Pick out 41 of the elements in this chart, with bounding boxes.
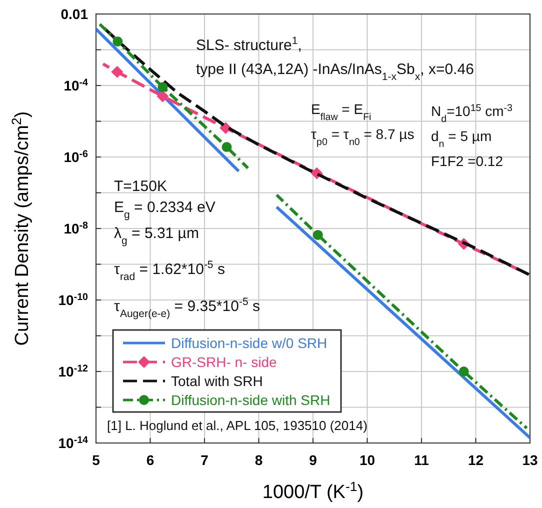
annotation: τ$_{rad}$ = 1.62*10$^{-5}$ s bbox=[114, 259, 225, 283]
point bbox=[156, 90, 169, 102]
y-tick-label: 0.01 bbox=[60, 6, 88, 22]
legend-label: GR-SRH- n- side bbox=[171, 354, 278, 370]
y-tick-label: 10$^{-4}$ bbox=[64, 77, 89, 94]
annotation: λ$_{g}$ = 5.31 µm bbox=[114, 225, 199, 247]
y-tick-label: 10$^{-14}$ bbox=[58, 434, 89, 451]
point bbox=[111, 66, 124, 78]
point bbox=[222, 142, 232, 152]
y-tick-label: 10$^{-6}$ bbox=[64, 148, 89, 165]
x-tick-label: 5 bbox=[92, 452, 100, 468]
x-tick-label: 8 bbox=[254, 452, 263, 468]
legend-label: Diffusion-n-side w/0 SRH bbox=[171, 335, 328, 351]
annotation: type II (43A,12A) -InAs/InAs$_{1-x}$Sb$_{x}$, x=0.46 bbox=[196, 61, 474, 83]
y-tick-label: 10$^{-8}$ bbox=[64, 220, 89, 236]
point bbox=[458, 366, 469, 376]
annotation: τ$_{Auger(e-e)}$ = 9.35*10$^{-5}$ s bbox=[114, 296, 260, 320]
annotation: [1] L. Hoglund et al., APL 105, 193510 (2014) bbox=[107, 418, 368, 433]
annotation: τ$_{p0}$ = τ$_{n0}$ = 8.7 µs bbox=[311, 126, 414, 148]
annotation: N$_{d}$=10$^{15}$ cm$^{-3}$ bbox=[431, 102, 514, 124]
x-tick-label: 11 bbox=[414, 452, 430, 468]
y-tick-label: 10$^{-12}$ bbox=[58, 363, 89, 380]
annotation: E$_{flaw}$ = E$_{Fi}$ bbox=[311, 101, 372, 122]
y-tick-label: 10$^{-10}$ bbox=[58, 292, 89, 308]
point bbox=[312, 230, 323, 240]
annotation: d$_{n}$ = 5 µm bbox=[431, 128, 492, 150]
x-tick-label: 7 bbox=[200, 452, 209, 468]
x-tick-label: 12 bbox=[468, 452, 484, 468]
annotation: F1F2 =0.12 bbox=[431, 153, 504, 169]
x-tick-label: 10 bbox=[359, 452, 376, 468]
annotation: E$_{g}$ = 0.2334 eV bbox=[114, 199, 216, 221]
point bbox=[158, 82, 168, 92]
legend-label: Total with SRH bbox=[171, 373, 263, 389]
annotation: SLS- structure$^{1}$, bbox=[196, 35, 302, 54]
point bbox=[112, 36, 123, 47]
x-tick-label: 13 bbox=[522, 452, 538, 468]
legend-label: Diffusion-n-side with SRH bbox=[171, 392, 330, 408]
annotation: T=150K bbox=[114, 178, 167, 195]
x-tick-label: 9 bbox=[309, 452, 318, 468]
x-axis-title: 1000/T (K$^{-1}$) bbox=[262, 478, 364, 503]
x-tick-label: 6 bbox=[146, 452, 154, 468]
